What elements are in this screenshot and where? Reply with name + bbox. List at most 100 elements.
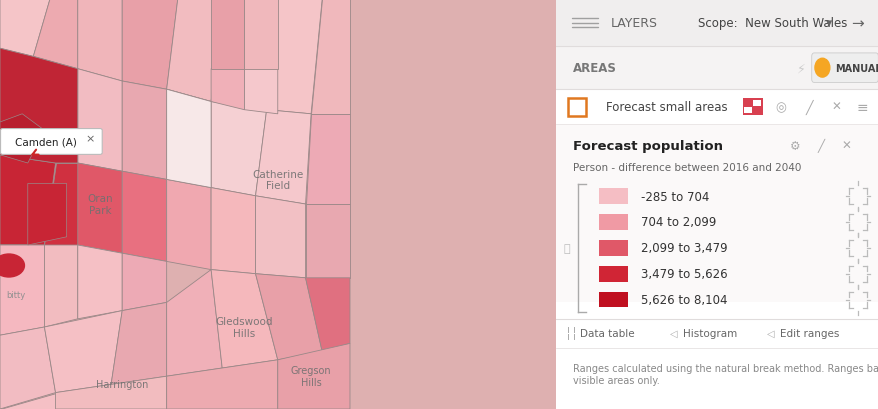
Polygon shape	[0, 115, 45, 164]
Polygon shape	[167, 180, 211, 270]
Polygon shape	[167, 90, 211, 188]
Polygon shape	[255, 196, 306, 278]
Polygon shape	[211, 188, 255, 274]
Bar	[599, 266, 628, 282]
Polygon shape	[211, 0, 277, 110]
Text: -285 to 704: -285 to 704	[641, 190, 709, 203]
Circle shape	[814, 59, 829, 78]
Text: ╱: ╱	[817, 139, 824, 153]
Bar	[599, 215, 628, 230]
Polygon shape	[28, 184, 67, 245]
Bar	[599, 189, 628, 204]
Polygon shape	[122, 172, 167, 262]
Text: Person - difference between 2016 and 2040: Person - difference between 2016 and 204…	[572, 162, 801, 172]
Text: Gregson
Hills: Gregson Hills	[291, 366, 331, 387]
Text: Forecast population: Forecast population	[572, 139, 723, 153]
Polygon shape	[0, 245, 45, 335]
Bar	[744, 107, 751, 114]
Polygon shape	[244, 0, 277, 70]
Polygon shape	[0, 49, 77, 164]
Polygon shape	[77, 70, 122, 172]
Polygon shape	[0, 155, 55, 245]
Bar	[555, 0, 878, 47]
Bar	[742, 99, 762, 115]
Polygon shape	[122, 82, 167, 180]
Text: ⚙: ⚙	[788, 139, 799, 153]
Polygon shape	[277, 344, 349, 409]
Bar	[555, 90, 878, 125]
Text: 🔓: 🔓	[563, 243, 570, 253]
Polygon shape	[306, 278, 349, 352]
Polygon shape	[211, 270, 277, 368]
Polygon shape	[122, 254, 167, 311]
Text: Oran
Park: Oran Park	[87, 194, 112, 215]
Text: ⚡: ⚡	[796, 62, 805, 75]
Polygon shape	[45, 164, 77, 245]
Text: 3,479 to 5,626: 3,479 to 5,626	[641, 267, 727, 281]
Bar	[555, 0, 878, 115]
Text: Ranges calculated using the natural break method. Ranges based on
visible areas : Ranges calculated using the natural brea…	[572, 364, 878, 385]
Text: Harrington: Harrington	[96, 380, 148, 389]
Text: Camden (A): Camden (A)	[15, 137, 76, 147]
Text: Edit ranges: Edit ranges	[780, 328, 838, 338]
Polygon shape	[45, 245, 77, 327]
Bar	[599, 240, 628, 256]
Polygon shape	[122, 0, 177, 90]
Text: 5,626 to 8,104: 5,626 to 8,104	[641, 294, 727, 306]
Polygon shape	[33, 0, 77, 70]
Text: ✕: ✕	[831, 101, 841, 114]
Polygon shape	[45, 311, 122, 393]
Text: Data table: Data table	[579, 328, 634, 338]
Polygon shape	[0, 0, 50, 57]
Text: ×: ×	[85, 135, 95, 144]
Text: bitty: bitty	[7, 290, 25, 299]
Polygon shape	[167, 270, 222, 376]
Polygon shape	[255, 274, 322, 360]
Bar	[752, 101, 759, 107]
Polygon shape	[311, 0, 349, 115]
Bar	[555, 47, 878, 90]
Polygon shape	[167, 360, 277, 409]
Polygon shape	[77, 164, 122, 254]
Bar	[555, 106, 878, 409]
Polygon shape	[211, 0, 244, 70]
FancyBboxPatch shape	[1, 129, 102, 155]
Bar	[555, 125, 878, 303]
Bar	[555, 125, 878, 409]
Polygon shape	[0, 245, 33, 286]
Polygon shape	[306, 115, 349, 204]
Text: ✕: ✕	[841, 139, 851, 153]
Polygon shape	[111, 303, 167, 384]
Polygon shape	[0, 327, 55, 409]
Polygon shape	[266, 0, 322, 115]
Text: →: →	[851, 16, 863, 31]
Polygon shape	[244, 70, 277, 115]
Text: ◁: ◁	[669, 328, 677, 338]
Text: ≡: ≡	[856, 100, 867, 115]
Polygon shape	[55, 376, 167, 409]
Polygon shape	[167, 0, 222, 102]
Text: ▾: ▾	[824, 17, 831, 30]
Bar	[599, 292, 628, 308]
Polygon shape	[306, 204, 349, 278]
Text: Gledswood
Hills: Gledswood Hills	[215, 317, 273, 338]
Text: Scope:  New South Wales: Scope: New South Wales	[697, 17, 846, 30]
Text: 704 to 2,099: 704 to 2,099	[641, 216, 716, 229]
Circle shape	[0, 254, 25, 277]
Text: 2,099 to 3,479: 2,099 to 3,479	[641, 242, 727, 255]
Text: AREAS: AREAS	[572, 62, 616, 75]
Polygon shape	[167, 90, 211, 188]
Polygon shape	[0, 393, 55, 409]
Bar	[568, 98, 586, 116]
Text: ◎: ◎	[774, 101, 785, 114]
Text: ╱: ╱	[805, 100, 812, 115]
Text: Catherine
Field: Catherine Field	[252, 169, 303, 191]
Text: ◁: ◁	[766, 328, 774, 338]
Polygon shape	[211, 70, 244, 110]
FancyBboxPatch shape	[810, 54, 877, 83]
Text: MANUAL: MANUAL	[834, 63, 878, 74]
Polygon shape	[77, 0, 122, 82]
Polygon shape	[211, 102, 266, 196]
Text: Histogram: Histogram	[682, 328, 737, 338]
Polygon shape	[255, 110, 311, 204]
